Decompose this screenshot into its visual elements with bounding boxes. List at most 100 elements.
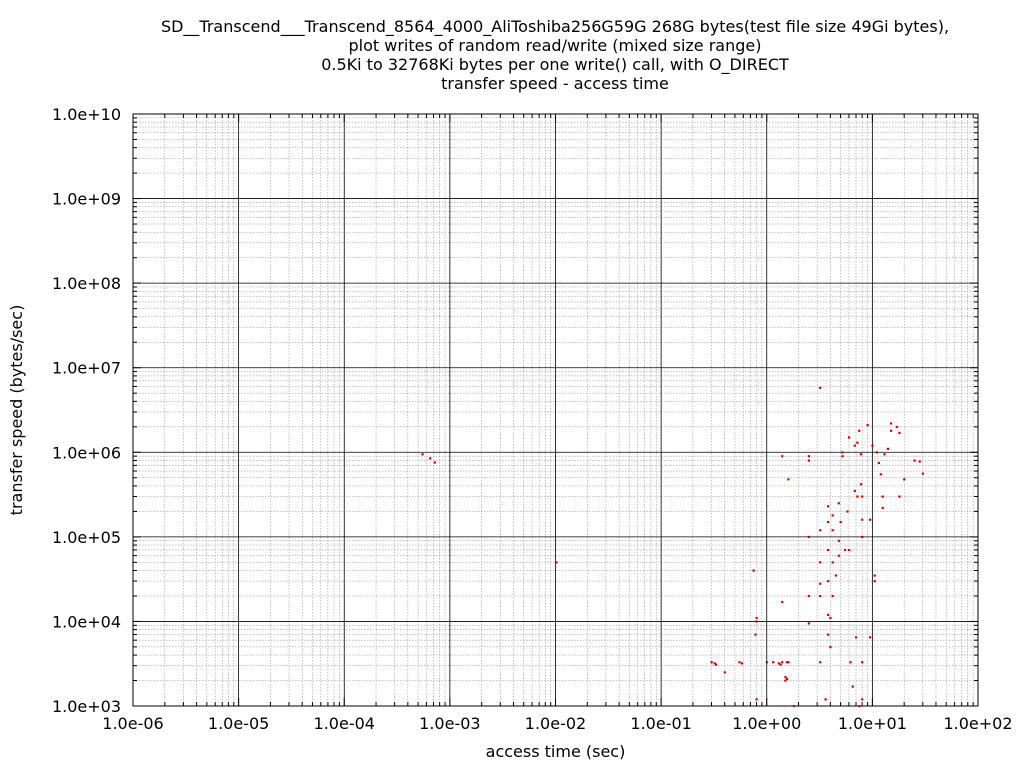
minor-grid — [133, 114, 978, 706]
data-point — [792, 705, 795, 708]
data-point — [807, 535, 810, 539]
data-point — [787, 661, 790, 664]
data-point — [831, 529, 834, 532]
data-point — [754, 633, 757, 636]
data-point — [807, 622, 810, 625]
data-point — [866, 424, 869, 427]
data-point — [777, 662, 780, 665]
data-point — [755, 620, 758, 623]
data-point — [837, 502, 840, 505]
chart-title-line-1: SD__Transcend___Transcend_8564_4000_AliT… — [160, 17, 950, 36]
data-point — [847, 436, 851, 439]
chart-title-line-3: 0.5Ki to 32768Ki bytes per one write() c… — [321, 55, 789, 74]
x-tick-label: 1.0e-02 — [525, 714, 586, 733]
data-point — [784, 679, 787, 682]
data-point — [826, 580, 830, 583]
data-point — [889, 422, 893, 425]
data-point — [918, 460, 921, 463]
y-tick-label: 1.0e+08 — [52, 274, 121, 293]
chart-title-line-2: plot writes of random read/write (mixed … — [348, 36, 762, 55]
x-tick-label: 1.0e-01 — [630, 714, 691, 733]
data-point — [785, 661, 789, 664]
data-point — [886, 447, 890, 450]
x-tick-labels: 1.0e-06 1.0e-05 1.0e-04 1.0e-03 1.0e-02 1.0e-… — [102, 714, 1012, 733]
data-point — [781, 600, 784, 604]
x-tick-label: 1.0e-06 — [102, 714, 163, 733]
data-point — [881, 506, 884, 510]
data-point — [826, 633, 830, 636]
data-point — [841, 451, 844, 454]
data-point — [784, 676, 787, 679]
data-point — [855, 636, 858, 639]
data-point — [826, 505, 830, 508]
data-point — [807, 459, 810, 462]
data-point — [856, 441, 859, 444]
data-point — [873, 580, 876, 583]
data-point — [819, 594, 822, 598]
data-point — [873, 574, 876, 577]
data-point — [772, 661, 775, 664]
data-point — [859, 483, 863, 486]
data-point — [841, 455, 844, 458]
data-point — [421, 453, 424, 456]
data-point — [859, 453, 863, 456]
data-point — [869, 636, 872, 639]
data-point — [849, 661, 852, 664]
data-point — [883, 453, 886, 456]
data-point — [879, 473, 882, 476]
data-point — [858, 429, 861, 432]
data-point — [837, 554, 840, 557]
chart-title-line-4: transfer speed - access time — [441, 74, 669, 93]
data-point — [861, 661, 864, 664]
data-point — [853, 444, 856, 447]
major-grid — [133, 114, 978, 706]
x-tick-label: 1.0e-05 — [208, 714, 269, 733]
data-point — [861, 698, 864, 701]
data-point — [829, 645, 832, 649]
data-point — [807, 455, 810, 458]
data-point — [713, 662, 716, 665]
y-tick-label: 1.0e+09 — [52, 190, 121, 209]
data-point — [755, 698, 758, 701]
data-point — [429, 457, 432, 460]
data-point — [895, 425, 898, 429]
data-point — [861, 518, 864, 521]
data-point — [853, 489, 856, 493]
x-tick-label: 1.0e+00 — [732, 714, 801, 733]
data-point — [898, 495, 901, 498]
data-point — [738, 661, 741, 664]
data-point — [861, 535, 864, 539]
y-tick-label: 1.0e+03 — [52, 697, 121, 716]
axis-ticks — [132, 113, 979, 707]
x-axis-label: access time (sec) — [486, 742, 626, 761]
x-tick-label: 1.0e-03 — [419, 714, 480, 733]
x-tick-label: 1.0e+01 — [838, 714, 907, 733]
data-point — [881, 495, 884, 498]
data-point — [871, 444, 874, 447]
data-point — [819, 582, 822, 585]
data-point — [740, 662, 743, 665]
data-point — [781, 661, 784, 664]
y-tick-label: 1.0e+10 — [52, 105, 121, 124]
y-axis-label: transfer speed (bytes/sec) — [7, 305, 26, 516]
y-tick-label: 1.0e+07 — [52, 359, 121, 378]
data-point — [843, 548, 847, 552]
data-point — [846, 510, 849, 513]
data-point — [869, 518, 872, 521]
data-point — [781, 455, 784, 458]
data-point — [829, 616, 832, 620]
x-tick-label: 1.0e+02 — [943, 714, 1012, 733]
data-point — [723, 671, 726, 674]
data-points — [421, 386, 924, 708]
data-point — [839, 520, 842, 524]
data-point — [875, 451, 878, 454]
data-point — [831, 514, 834, 517]
data-point — [861, 495, 864, 498]
data-point — [819, 386, 822, 389]
x-tick-label: 1.0e-04 — [314, 714, 375, 733]
data-point — [710, 661, 713, 664]
y-tick-labels: 1.0e+03 1.0e+04 1.0e+05 1.0e+06 1.0e+07 1.0e+… — [52, 105, 121, 716]
data-point — [785, 677, 789, 680]
data-point — [837, 539, 840, 542]
